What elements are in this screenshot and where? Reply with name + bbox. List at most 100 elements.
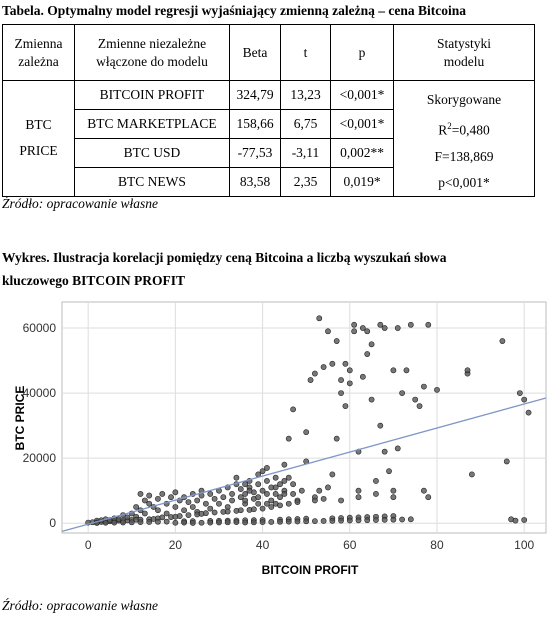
regression-line xyxy=(61,397,547,532)
cell-t: -3,11 xyxy=(280,137,331,168)
data-point xyxy=(159,491,166,497)
header-independent-line2: włączone do modelu xyxy=(96,53,208,69)
stats-f: F=138,869 xyxy=(434,148,494,164)
cell-beta: -77,53 xyxy=(229,137,281,168)
chart-source: Źródło: opracowanie własne xyxy=(2,598,159,613)
data-point xyxy=(242,481,249,488)
data-point xyxy=(333,338,340,344)
data-point xyxy=(512,517,519,524)
header-stats-line2: modelu xyxy=(443,53,485,69)
chart-caption-line2: kluczowego BITCOIN PROFIT xyxy=(2,273,186,288)
data-point xyxy=(364,517,371,524)
data-point xyxy=(264,478,270,484)
data-point xyxy=(242,497,249,504)
data-point xyxy=(329,471,336,478)
data-point xyxy=(272,484,279,491)
data-point xyxy=(407,321,414,328)
data-point xyxy=(146,492,153,499)
x-tick-label: 40 xyxy=(256,538,270,552)
data-point xyxy=(338,517,344,524)
data-point xyxy=(233,519,240,526)
data-point xyxy=(181,507,187,514)
data-point xyxy=(259,505,266,512)
data-point xyxy=(377,321,384,328)
data-point xyxy=(285,435,292,442)
data-point xyxy=(141,497,148,504)
data-point xyxy=(373,517,379,523)
x-tick-label: 60 xyxy=(343,538,357,552)
data-point xyxy=(434,386,440,393)
data-point xyxy=(264,491,270,497)
header-beta: Beta xyxy=(229,24,281,81)
table-row: BTC NEWS 83,58 2,35 0,019* xyxy=(3,166,535,197)
data-point xyxy=(172,489,179,496)
data-point xyxy=(399,390,406,396)
data-point xyxy=(259,519,266,526)
data-point xyxy=(277,502,283,509)
data-point xyxy=(281,478,288,484)
x-axis-label: BITCOIN PROFIT xyxy=(262,563,359,577)
data-point xyxy=(198,519,205,526)
y-tick-label: 60000 xyxy=(23,321,57,335)
data-point xyxy=(272,474,279,481)
data-point xyxy=(237,486,244,492)
data-point xyxy=(137,519,144,526)
data-point xyxy=(364,351,371,357)
data-point xyxy=(155,495,161,502)
data-point xyxy=(390,494,397,501)
data-point xyxy=(277,518,283,525)
data-point xyxy=(146,500,153,507)
data-point xyxy=(346,380,353,387)
data-point xyxy=(381,325,388,331)
x-tick-label: 100 xyxy=(514,538,534,552)
data-point xyxy=(224,519,231,526)
data-point xyxy=(421,383,427,390)
stats-p: p<0,001* xyxy=(438,174,490,190)
data-point xyxy=(521,517,528,523)
data-point xyxy=(268,504,275,510)
data-point xyxy=(141,510,148,517)
data-point xyxy=(355,517,362,524)
y-tick-labels: 0 20000 40000 60000 xyxy=(23,321,57,530)
cell-beta: 324,79 xyxy=(229,80,281,110)
data-point xyxy=(277,494,283,501)
data-point xyxy=(189,504,196,510)
data-point xyxy=(525,409,532,416)
data-point xyxy=(351,321,358,328)
table-header-row: Zmienna zależna Zmienne niezależne włącz… xyxy=(2,24,535,81)
data-point xyxy=(403,367,410,374)
data-point xyxy=(377,422,384,429)
data-point xyxy=(202,500,209,507)
header-dependent-line1: Zmienna xyxy=(14,35,63,51)
header-independent-line1: Zmienne niezależne xyxy=(97,35,207,51)
data-point xyxy=(202,510,209,517)
stats-r2-value: =0,480 xyxy=(451,122,490,138)
cell-p: 0,019* xyxy=(330,166,394,197)
data-point xyxy=(281,491,288,497)
data-point xyxy=(316,315,323,322)
data-point xyxy=(499,338,506,344)
data-point xyxy=(259,468,266,475)
data-point xyxy=(307,377,314,383)
data-point xyxy=(163,510,170,517)
data-point xyxy=(255,494,262,501)
table-row: BTC PRICE BITCOIN PROFIT 324,79 13,23 <0… xyxy=(2,80,535,197)
cell-variable: BTC MARKETPLACE xyxy=(74,108,230,139)
cell-p: 0,002** xyxy=(330,137,394,168)
data-point xyxy=(373,491,379,497)
data-point xyxy=(320,495,327,502)
data-point xyxy=(294,499,301,505)
stats-r2-prefix: R xyxy=(438,122,448,138)
data-point xyxy=(298,487,305,494)
data-point xyxy=(189,520,196,526)
data-point xyxy=(168,494,174,501)
data-point xyxy=(320,364,327,370)
data-point xyxy=(381,516,388,523)
x-tick-label: 0 xyxy=(85,538,92,552)
data-point xyxy=(303,429,310,436)
data-point xyxy=(338,390,344,396)
data-point xyxy=(242,519,249,526)
cell-t: 13,23 xyxy=(280,80,331,110)
header-stats: Statystyki modelu xyxy=(393,24,535,81)
table-source: Źródło: opracowanie własne xyxy=(2,196,159,211)
